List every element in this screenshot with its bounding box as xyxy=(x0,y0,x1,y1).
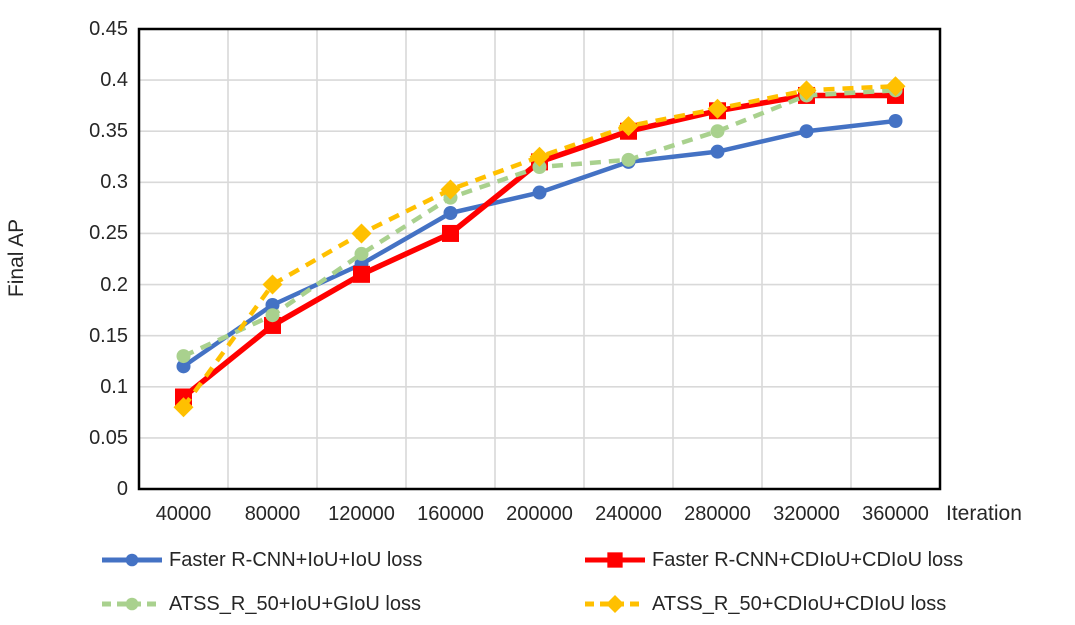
x-tick-label: 360000 xyxy=(862,503,929,525)
data-point-square xyxy=(442,224,459,242)
data-point-diamond xyxy=(707,98,728,119)
y-tick-label: 0.15 xyxy=(89,324,128,347)
data-point-diamond xyxy=(885,76,906,97)
x-tick-label: 200000 xyxy=(506,503,573,525)
y-tick-label: 0.1 xyxy=(100,375,128,398)
data-point-circle xyxy=(532,160,547,174)
data-point-square xyxy=(264,316,281,334)
data-point-circle xyxy=(176,359,191,374)
y-tick-label: 0.45 xyxy=(89,18,128,40)
legend-swatch-blue-circle-icon xyxy=(102,553,162,567)
data-point-diamond xyxy=(618,116,639,137)
plot-border xyxy=(137,27,942,491)
data-point-circle xyxy=(710,124,725,139)
legend-swatch-green-circle-icon xyxy=(102,597,162,611)
data-point-diamond xyxy=(351,223,372,244)
y-tick-label: 0.2 xyxy=(100,273,128,296)
data-point-circle xyxy=(265,308,280,323)
y-tick-label: 0 xyxy=(116,478,128,500)
data-point-circle xyxy=(888,114,903,128)
x-tick-label: 160000 xyxy=(417,503,484,525)
y-tick-label: 0.05 xyxy=(89,426,128,449)
data-point-diamond xyxy=(173,397,194,418)
x-tick-label: 280000 xyxy=(684,503,751,525)
series-line xyxy=(181,83,896,409)
legend-label: Faster R-CNN+IoU+IoU loss xyxy=(169,548,423,571)
x-tick-label: 40000 xyxy=(155,503,212,525)
data-point-diamond xyxy=(262,274,283,295)
y-axis-title: Final AP xyxy=(5,218,28,298)
legend-item-series-3: ATSS_R_50+CDIoU+CDIoU loss xyxy=(583,589,946,619)
legend-swatch-red-square-icon xyxy=(585,552,645,568)
legend-label: Faster R-CNN+CDIoU+CDIoU loss xyxy=(652,548,964,571)
data-point-diamond xyxy=(529,146,550,167)
y-tick-label: 0.35 xyxy=(89,120,128,143)
data-point-diamond xyxy=(796,80,817,101)
legend-label: ATSS_R_50+IoU+GIoU loss xyxy=(169,592,421,615)
data-point-circle xyxy=(621,152,636,167)
data-point-square xyxy=(607,552,623,568)
data-point-circle xyxy=(443,206,458,220)
x-tick-label: 240000 xyxy=(595,503,662,525)
legend-item-series-0: Faster R-CNN+IoU+IoU loss xyxy=(100,545,422,575)
x-axis-title: Iteration xyxy=(946,502,1022,525)
data-point-circle xyxy=(125,553,139,567)
y-tick-label: 0.4 xyxy=(100,69,128,92)
data-point-diamond xyxy=(606,595,624,613)
y-tick-label: 0.3 xyxy=(100,171,128,194)
data-point-diamond xyxy=(440,179,461,200)
data-point-circle xyxy=(354,246,369,261)
legend-label: ATSS_R_50+CDIoU+CDIoU loss xyxy=(652,592,947,615)
legend-item-series-2: ATSS_R_50+IoU+GIoU loss xyxy=(100,589,421,619)
series-line xyxy=(181,92,896,400)
x-tick-label: 320000 xyxy=(773,503,840,525)
data-point-circle xyxy=(710,144,725,159)
legend-item-series-1: Faster R-CNN+CDIoU+CDIoU loss xyxy=(583,545,963,575)
data-point-circle xyxy=(265,298,280,312)
x-tick-label: 120000 xyxy=(328,503,395,525)
y-tick-label: 0.25 xyxy=(89,222,128,245)
legend-swatch-orange-diamond-icon xyxy=(585,595,645,613)
data-point-square xyxy=(353,265,370,283)
data-point-circle xyxy=(799,124,814,139)
data-point-circle xyxy=(125,597,139,611)
data-point-circle xyxy=(176,349,191,364)
data-point-circle xyxy=(532,185,547,200)
x-tick-label: 80000 xyxy=(244,503,301,525)
plot-area xyxy=(137,27,942,491)
